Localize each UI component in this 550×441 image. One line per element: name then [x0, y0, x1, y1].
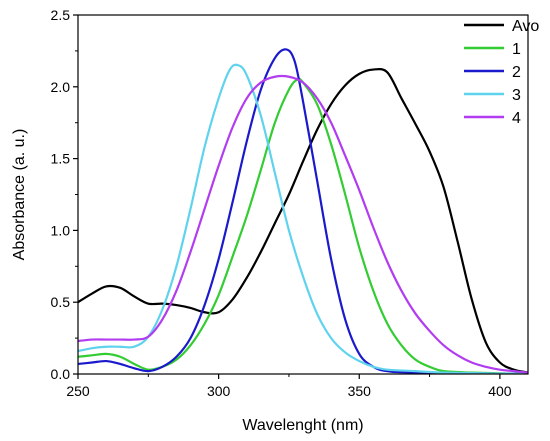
x-tick-label: 250	[66, 383, 90, 399]
x-tick-label: 400	[488, 383, 512, 399]
series-line-avo	[78, 68, 528, 374]
y-tick-label: 2.0	[51, 79, 71, 95]
x-tick-label: 350	[348, 383, 372, 399]
series-line-2	[78, 48, 528, 374]
x-tick-label: 300	[207, 383, 231, 399]
y-axis-title: Absorbance (a. u.)	[11, 129, 28, 261]
series-line-1	[78, 77, 528, 374]
legend-label-avo: Avo	[512, 18, 539, 35]
legend-label-3: 3	[512, 87, 521, 104]
series-line-3	[78, 63, 528, 374]
plot-area	[78, 48, 528, 374]
y-axis: 0.0 0.5 1.0 1.5 2.0 2.5	[51, 7, 78, 382]
y-tick-label: 0.5	[51, 294, 71, 310]
y-tick-label: 0.0	[51, 366, 71, 382]
x-axis-title: Wavelenght (nm)	[242, 417, 363, 434]
y-tick-label: 1.5	[51, 151, 71, 167]
legend-label-4: 4	[512, 110, 521, 127]
y-tick-label: 1.0	[51, 222, 71, 238]
plot-frame	[77, 14, 529, 375]
x-axis: 250 300 350 400	[66, 374, 512, 399]
legend-label-1: 1	[512, 41, 521, 58]
legend-label-2: 2	[512, 64, 521, 81]
legend: Avo 1 2 3 4	[464, 18, 539, 127]
series-line-4	[78, 74, 528, 374]
y-tick-label: 2.5	[51, 7, 71, 23]
